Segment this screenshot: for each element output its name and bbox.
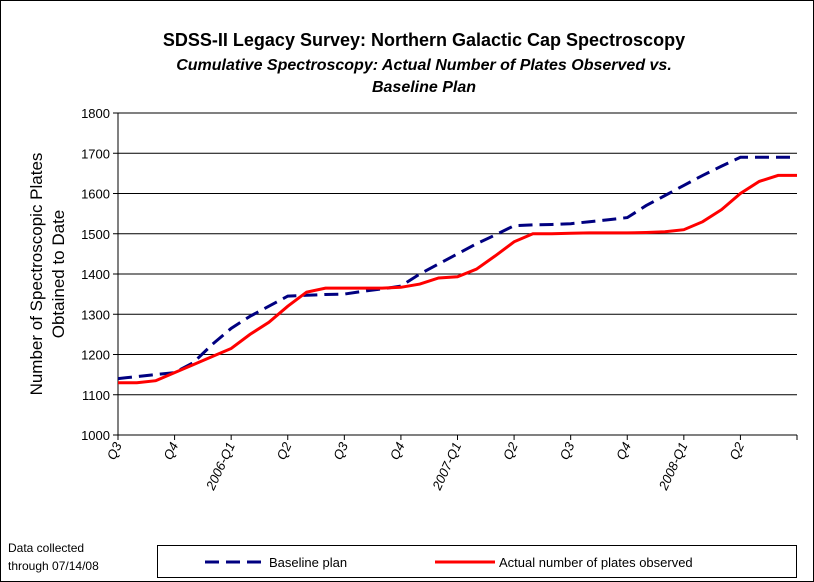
x-tick-label: Q3 bbox=[330, 439, 351, 462]
x-tick-label: Q2 bbox=[726, 439, 747, 462]
legend-label: Baseline plan bbox=[269, 555, 347, 570]
x-tick-label: Q3 bbox=[104, 439, 125, 462]
chart-title: SDSS-II Legacy Survey: Northern Galactic… bbox=[163, 30, 685, 50]
footnote: through 07/14/08 bbox=[8, 559, 99, 573]
x-tick-label: Q2 bbox=[274, 439, 295, 462]
x-tick-label: Q2 bbox=[500, 439, 521, 462]
y-tick-label: 1800 bbox=[81, 106, 110, 121]
footnote: Data collected bbox=[8, 541, 84, 555]
legend-label: Actual number of plates observed bbox=[499, 555, 693, 570]
series-line bbox=[117, 155, 797, 381]
y-tick-label: 1600 bbox=[81, 187, 110, 202]
chart-subtitle: Baseline Plan bbox=[372, 79, 476, 96]
x-tick-label: Q4 bbox=[160, 440, 181, 462]
y-tick-label: 1400 bbox=[81, 267, 110, 282]
x-tick-label: Q4 bbox=[387, 440, 408, 462]
x-tick-label: Q3 bbox=[556, 439, 577, 462]
chart-subtitle: Cumulative Spectroscopy: Actual Number o… bbox=[176, 57, 672, 74]
y-axis-label: Number of Spectroscopic Plates bbox=[27, 153, 46, 396]
y-tick-label: 1300 bbox=[81, 307, 110, 322]
y-tick-label: 1500 bbox=[81, 227, 110, 242]
y-tick-label: 1700 bbox=[81, 146, 110, 161]
y-axis-label: Obtained to Date bbox=[49, 210, 68, 339]
y-tick-label: 1000 bbox=[81, 428, 110, 443]
y-tick-label: 1200 bbox=[81, 348, 110, 363]
series-line bbox=[118, 173, 797, 385]
x-tick-label: Q4 bbox=[613, 440, 634, 462]
y-tick-label: 1100 bbox=[82, 388, 110, 403]
